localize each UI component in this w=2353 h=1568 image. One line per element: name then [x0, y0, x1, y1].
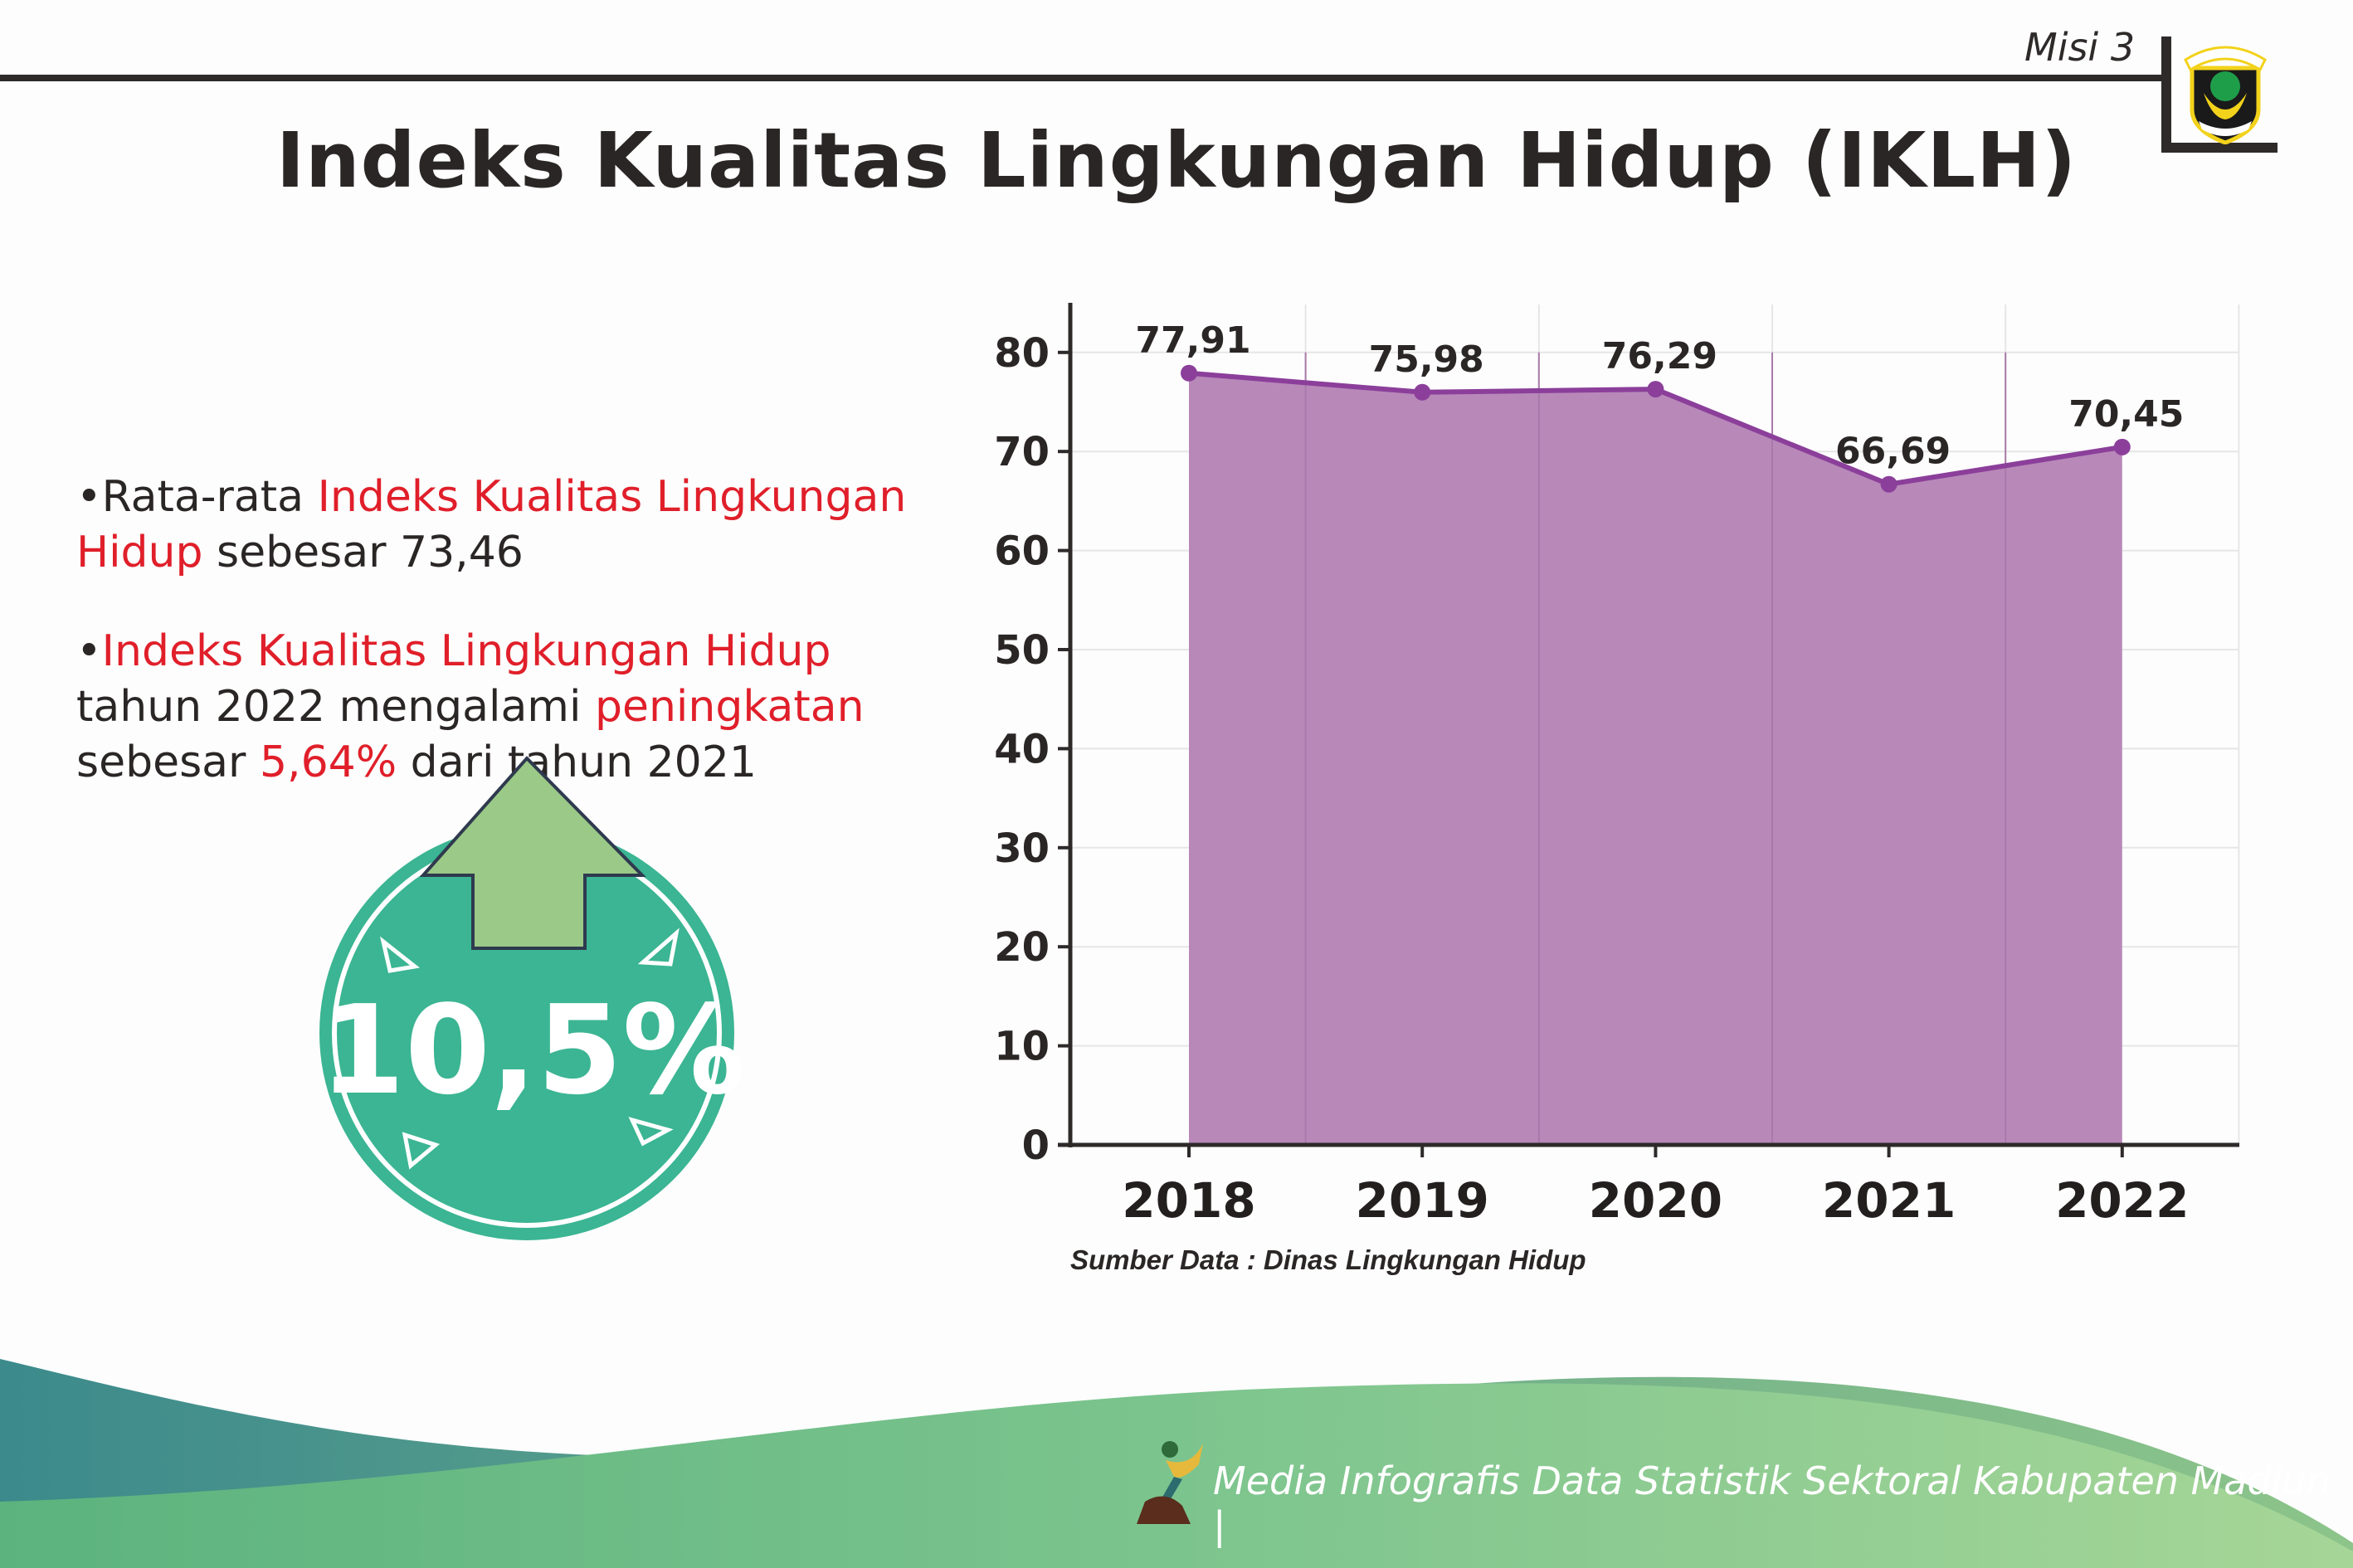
y-tick-label: 70	[994, 429, 1050, 475]
header-bracket	[2161, 37, 2171, 153]
y-tick-label: 20	[994, 924, 1050, 971]
data-point	[1181, 364, 1197, 382]
highlight: Indeks Kualitas Lingkungan Hidup	[76, 472, 907, 577]
page-title: Indeks Kualitas Lingkungan Hidup (IKLH)	[275, 116, 2078, 205]
text: dari tahun 2021	[397, 738, 757, 787]
data-point	[1414, 383, 1431, 401]
madiun-emblem-logo	[2184, 46, 2267, 144]
footer-tagline: Media Infografis Data Statistik Sektoral…	[1213, 1458, 2331, 1548]
data-point	[2113, 438, 2131, 455]
badge-value: 10,5%	[319, 979, 746, 1122]
x-tick-label: 2019	[1355, 1172, 1488, 1229]
y-tick-label: 80	[994, 330, 1050, 377]
badge-circle	[319, 825, 734, 1240]
y-tick-label: 0	[1022, 1122, 1050, 1169]
header-rule	[0, 75, 2167, 81]
y-tick-label: 10	[994, 1024, 1050, 1070]
text: Rata-rata	[101, 472, 318, 522]
highlight: 5,64%	[259, 738, 397, 787]
x-tick-label: 2020	[1589, 1172, 1722, 1229]
text: sebesar	[76, 738, 260, 787]
y-tick-label: 40	[994, 726, 1050, 772]
arrow-up-icon	[419, 756, 646, 950]
x-tick-label: 2018	[1122, 1172, 1255, 1229]
area-fill	[1189, 373, 2122, 1145]
sparkle-icons	[379, 928, 680, 1170]
footer-figure-icon	[1137, 1441, 1203, 1524]
data-label: 75,98	[1369, 338, 1484, 381]
data-label: 66,69	[1835, 431, 1951, 473]
data-label: 77,91	[1135, 319, 1250, 362]
data-label: 76,29	[1602, 335, 1717, 377]
highlight: peningkatan	[594, 682, 865, 732]
x-tick-label: 2021	[1822, 1172, 1956, 1229]
bullet-average: •Rata-rata Indeks Kualitas Lingkungan Hi…	[76, 472, 907, 577]
growth-badge	[319, 756, 734, 1240]
y-tick-label: 50	[994, 627, 1050, 674]
iklh-area-chart: 77,91 75,98 76,29 66,69 70,45 0 10 20 30 40 50 60 70…	[994, 303, 2240, 1229]
mission-label: Misi 3	[2024, 25, 2136, 70]
y-tick-label: 30	[994, 825, 1050, 872]
data-point	[1647, 381, 1664, 398]
data-label: 70,45	[2068, 393, 2184, 436]
bullet-increase: •Indeks Kualitas Lingkungan Hidup tahun …	[76, 626, 865, 787]
y-tick-label: 60	[994, 528, 1050, 575]
text: sebesar 73,46	[202, 528, 524, 577]
source-note: Sumber Data : Dinas Lingkungan Hidup	[1070, 1244, 1586, 1275]
header-bracket-bottom	[2161, 143, 2277, 153]
data-point	[1880, 475, 1898, 493]
text: tahun 2022 mengalami	[76, 682, 595, 732]
highlight: Indeks Kualitas Lingkungan Hidup	[101, 626, 831, 676]
x-tick-label: 2022	[2055, 1172, 2189, 1229]
